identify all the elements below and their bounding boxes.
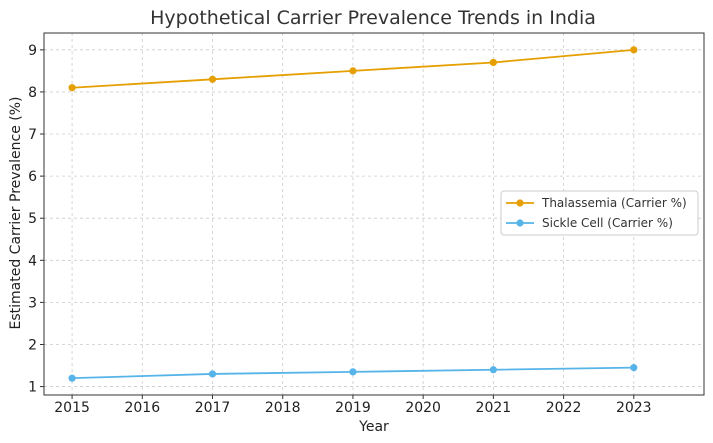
y-tick-label: 5 (28, 211, 37, 227)
x-tick-label: 2023 (616, 400, 652, 416)
data-point (630, 364, 638, 372)
data-point (489, 58, 497, 67)
y-tick-label: 6 (28, 169, 37, 185)
x-tick-label: 2018 (265, 400, 301, 416)
data-point (68, 84, 76, 92)
data-point (349, 368, 357, 376)
data-point (489, 366, 497, 374)
legend-swatch-marker (516, 219, 524, 227)
x-tick-label: 2022 (546, 400, 582, 416)
y-tick-label: 1 (28, 380, 37, 396)
x-tick-label: 2021 (476, 400, 512, 416)
data-point (208, 370, 217, 378)
y-axis-title: Estimated Carrier Prevalence (%) (8, 97, 24, 330)
x-tick-label: 2020 (405, 400, 441, 416)
y-tick-label: 8 (28, 85, 37, 101)
data-point (630, 46, 638, 54)
y-tick-label: 4 (28, 253, 37, 269)
legend-swatch-marker (516, 199, 524, 207)
x-tick-label: 2019 (335, 400, 371, 416)
legend-label: Thalassemia (Carrier %) (541, 196, 687, 210)
x-axis-title: Year (358, 419, 389, 435)
grid (44, 33, 704, 395)
y-tick-label: 3 (28, 295, 37, 311)
legend: Thalassemia (Carrier %) Sickle Cell (Carr… (500, 190, 699, 236)
x-tick-label: 2017 (195, 400, 231, 416)
x-tick-label: 2016 (124, 400, 160, 416)
y-tick-label: 9 (28, 43, 37, 59)
y-tick-label: 2 (28, 337, 37, 353)
plot-frame (43, 32, 705, 396)
legend-label: Sickle Cell (Carrier %) (542, 216, 673, 230)
data-point (68, 374, 76, 382)
legend-box (500, 190, 699, 236)
data-point (349, 67, 357, 75)
chart-title: Hypothetical Carrier Prevalence Trends i… (150, 7, 596, 29)
ticks: 2015 2016 2017 2018 2019 2020 2021 2022 2023 1 2 3 4… (28, 43, 652, 416)
data-point (208, 75, 217, 83)
x-tick-label: 2015 (54, 400, 90, 416)
y-tick-label: 7 (28, 127, 37, 143)
series-group (68, 46, 638, 382)
